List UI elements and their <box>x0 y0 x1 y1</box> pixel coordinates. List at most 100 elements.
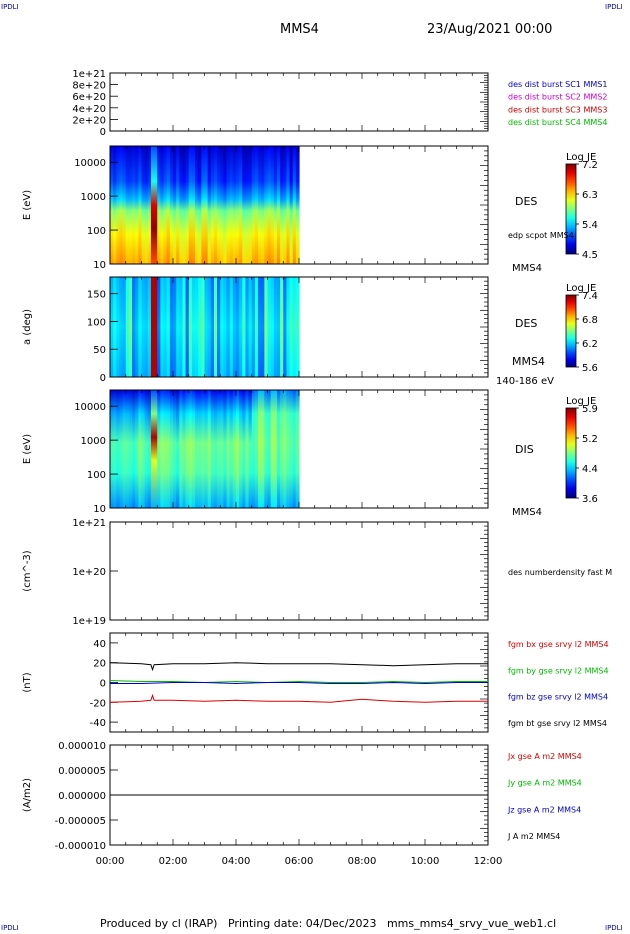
panel-1-spectrogram-column <box>217 146 221 264</box>
panel-3-spectrogram-column <box>217 390 221 508</box>
panel-6-y-tick-label: 0.000000 <box>58 791 106 802</box>
panel-2-bottom-label: 140-186 eV <box>496 376 554 387</box>
panel-1-spectrogram-column <box>110 146 114 264</box>
panel-1-spectrogram-column <box>179 146 184 264</box>
panel-3-spectrogram-column <box>185 390 190 508</box>
panel-2-spectrogram-column <box>236 277 240 377</box>
panel-5-y-tick-label: 20 <box>93 659 106 670</box>
panel-1-spectrogram-column <box>254 146 259 264</box>
panel-0-y-tick-label: 4e+20 <box>72 104 106 115</box>
panel-0-frame <box>109 72 489 132</box>
panel-3-y-label: E (eV) <box>22 434 33 464</box>
footer-credits: Produced by cl (IRAP) Printing date: 04/… <box>100 917 557 930</box>
panel-1-spectrogram-column <box>276 146 281 264</box>
panel-3-colorbar-tick-label: 5.2 <box>582 434 598 445</box>
time-axis-tick-label: 02:00 <box>159 856 188 867</box>
panel-1-frame <box>109 145 489 265</box>
panel-6-legend-entry: Jz gse A m2 MMS4 <box>507 805 581 814</box>
panel-2-spectrogram-column <box>128 277 133 377</box>
panel-5-series-line <box>109 693 488 703</box>
panel-2-spectrogram-column <box>116 277 121 377</box>
panel-3-spectrogram-column <box>198 390 202 508</box>
panel-6-y-tick-label: 0.000010 <box>58 741 106 752</box>
panel-3-colorbar-tick-label: 4.4 <box>582 464 598 475</box>
panel-2-spectrogram-column <box>280 277 284 377</box>
panel-1-spectrogram-column <box>280 146 284 264</box>
panel-3-bottom-label: MMS4 <box>512 507 542 518</box>
panel-1-spectrogram-column <box>267 146 272 264</box>
panel-3-y-tick-label: 10000 <box>74 402 106 413</box>
panel-3-spectrogram-column <box>113 390 117 508</box>
panel-3-spectrogram-column <box>254 390 259 508</box>
panel-4-border <box>109 521 489 621</box>
panel-3-spectrogram-column <box>201 390 206 508</box>
panel-1-spectrogram-column <box>273 146 278 264</box>
panel-2-colorbar-tick-label: 5.6 <box>582 363 598 374</box>
panel-2-spectrogram-column <box>210 277 215 377</box>
panel-2-spectrogram-column <box>251 277 256 377</box>
panel-1-instrument-label: DES <box>515 195 537 208</box>
panel-1-spectrogram-column <box>160 146 165 264</box>
panel-2-spectrogram-column <box>264 277 269 377</box>
panel-1-spectrogram-column <box>223 146 228 264</box>
time-axis-tick-label: 08:00 <box>348 856 377 867</box>
panel-3-spectrogram-column <box>295 390 300 508</box>
panel-3-spectrogram-column <box>292 390 297 508</box>
panel-3-spectrogram-column <box>176 390 180 508</box>
panel-3-instrument-label: DIS <box>515 443 534 456</box>
panel-2-spectrogram-column <box>191 277 196 377</box>
panel-3-spectrogram-column <box>242 390 247 508</box>
corner-label-top-right: IPDLI <box>605 3 623 11</box>
panel-3-colorbar-title: Log JE <box>566 396 596 407</box>
panel-2-spectrogram-column <box>176 277 180 377</box>
panel-1-bottom-label: MMS4 <box>512 263 542 274</box>
panel-3-spectrogram-column <box>188 390 193 508</box>
panel-1-y-label: E (eV) <box>22 190 33 220</box>
panel-5-y-tick-label: -40 <box>90 718 106 729</box>
panel-5-legend-entry: fgm bx gse srvy l2 MMS4 <box>508 640 609 649</box>
panel-6-legend-entry: J A m2 MMS4 <box>507 832 560 841</box>
panel-3-spectrogram <box>110 390 300 508</box>
panel-2-spectrogram-column <box>166 277 171 377</box>
panel-3-spectrogram-column <box>251 390 256 508</box>
panel-3-spectrogram-column <box>264 390 269 508</box>
panel-1-spectrogram-column <box>264 146 269 264</box>
panel-3-spectrogram-column <box>125 390 130 508</box>
panel-4-y-tick-label: 1e+20 <box>72 567 106 578</box>
panel-2-spectrogram-column <box>160 277 165 377</box>
panel-3-spectrogram-column <box>147 390 152 508</box>
panel-2-instrument-label: DES <box>515 317 537 330</box>
panel-1-spectrogram-column <box>295 146 300 264</box>
panel-2-colorbar <box>565 294 577 368</box>
panel-4-frame <box>109 521 489 621</box>
panel-3-spectrogram-column <box>132 390 136 508</box>
date-title: 23/Aug/2021 00:00 <box>427 22 553 37</box>
panel-6-legend-entry: Jy gse A m2 MMS4 <box>507 779 582 788</box>
panel-1-colorbar-tick-label: 4.5 <box>582 250 598 261</box>
panel-2-spectrogram <box>110 277 300 377</box>
panel-1-spectrogram-column <box>283 146 287 264</box>
panel-1-spectrogram-column <box>182 146 187 264</box>
panel-2-colorbar-tick-label: 7.4 <box>582 291 598 302</box>
panel-2-sub-label: MMS4 <box>512 355 545 368</box>
panel-2-spectrogram-column <box>204 277 209 377</box>
panel-2-spectrogram-column <box>125 277 130 377</box>
panel-6-legend-entry: Jx gse A m2 MMS4 <box>507 752 582 761</box>
panel-2-spectrogram-column <box>270 277 275 377</box>
panel-1-y-tick-label: 10 <box>93 260 106 271</box>
panel-1-spectrogram-column <box>157 146 161 264</box>
panel-4-y-tick-label: 1e+21 <box>72 518 106 529</box>
panel-2-colorbar-tick-label: 6.8 <box>582 315 598 326</box>
panel-2-spectrogram-column <box>169 277 174 377</box>
panel-0-y-tick-label: 1e+21 <box>72 69 106 80</box>
panel-5-y-tick-label: -20 <box>90 698 106 709</box>
panel-3-spectrogram-column <box>191 390 196 508</box>
panel-3-spectrogram-column <box>163 390 168 508</box>
panel-2-spectrogram-column <box>122 277 127 377</box>
panel-5-series-line <box>109 680 488 684</box>
panel-3-spectrogram-column <box>128 390 133 508</box>
panel-2-spectrogram-column <box>119 277 124 377</box>
panel-2-spectrogram-column <box>157 277 161 377</box>
panel-3-border <box>109 389 489 509</box>
